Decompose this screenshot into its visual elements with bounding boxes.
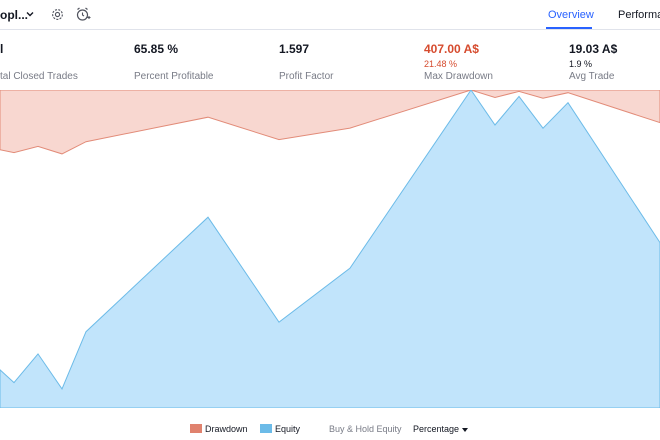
legend-drawdown[interactable]: Drawdown bbox=[205, 424, 248, 434]
tab-performance[interactable]: Performa bbox=[618, 9, 660, 21]
tab-overview-indicator bbox=[546, 27, 592, 29]
stat-value: 1.597 bbox=[279, 42, 310, 56]
percentage-dropdown[interactable]: Percentage bbox=[413, 424, 469, 434]
caret-down-icon bbox=[462, 427, 469, 432]
stat-sub: 1.9 % bbox=[569, 59, 593, 69]
stat-label: Profit Factor bbox=[279, 71, 334, 82]
drawdown-swatch bbox=[190, 424, 202, 433]
stat-label: Max Drawdown bbox=[424, 71, 493, 82]
stat-label: Avg Trade bbox=[569, 71, 615, 82]
alarm-clock-icon[interactable] bbox=[75, 6, 91, 22]
stat-value: 65.85 % bbox=[134, 42, 179, 56]
legend-buy-hold-equity[interactable]: Buy & Hold Equity bbox=[329, 424, 402, 434]
equity-area bbox=[0, 90, 660, 408]
stat-label: Percent Profitable bbox=[134, 71, 214, 82]
stat-label: tal Closed Trades bbox=[0, 71, 78, 82]
equity-swatch bbox=[260, 424, 272, 433]
stat-value: l bbox=[0, 42, 4, 56]
stat-sub bbox=[279, 59, 333, 69]
stat-max-drawdown: 407.00 A$ 21.48 % Max Drawdown bbox=[424, 42, 493, 82]
stat-sub bbox=[0, 59, 78, 69]
strategy-tester-header: opl... Overview Performa bbox=[0, 0, 660, 30]
tab-overview[interactable]: Overview bbox=[548, 9, 594, 21]
stat-value: 19.03 A$ bbox=[569, 42, 618, 56]
drawdown-area bbox=[0, 90, 660, 155]
stat-percent-profitable: 65.85 % Percent Profitable bbox=[134, 42, 214, 82]
stat-sub: 21.48 % bbox=[424, 59, 458, 69]
strategy-name[interactable]: opl... bbox=[0, 8, 28, 22]
stat-sub bbox=[134, 59, 214, 69]
legend-equity[interactable]: Equity bbox=[275, 424, 301, 434]
gear-icon[interactable] bbox=[50, 7, 65, 22]
stat-total-closed-trades: l tal Closed Trades bbox=[0, 42, 78, 82]
stat-profit-factor: 1.597 Profit Factor bbox=[279, 42, 333, 82]
stat-value: 407.00 A$ bbox=[424, 42, 479, 56]
percentage-label: Percentage bbox=[413, 424, 460, 434]
equity-drawdown-chart[interactable] bbox=[0, 90, 660, 408]
stat-avg-trade: 19.03 A$ 1.9 % Avg Trade bbox=[569, 42, 617, 82]
chevron-down-icon[interactable] bbox=[24, 8, 36, 20]
